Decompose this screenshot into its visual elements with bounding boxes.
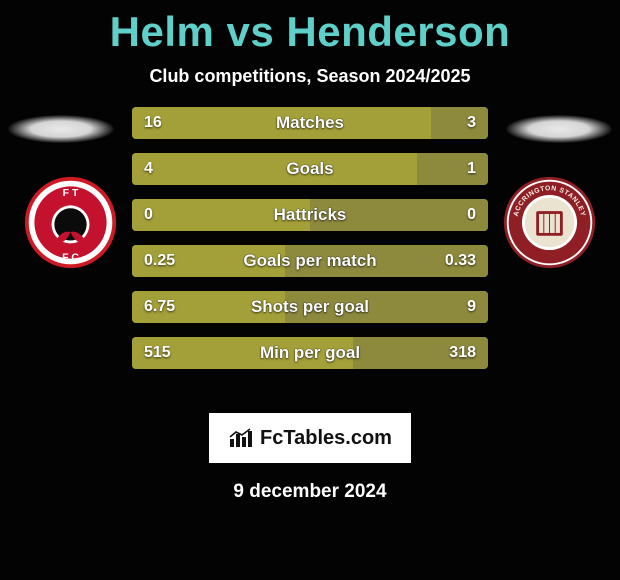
bar-value-right: 318	[437, 337, 488, 369]
stat-row-goals: Goals4 1	[132, 153, 488, 185]
bar-value-left: 4	[132, 153, 165, 185]
bar-label: Matches	[132, 107, 488, 139]
bar-value-right: 0.33	[433, 245, 488, 277]
stat-row-matches: Matches16 3	[132, 107, 488, 139]
bar-value-left: 16	[132, 107, 174, 139]
date-label: 9 december 2024	[0, 481, 620, 503]
stat-row-hattricks: Hattricks0 0	[132, 199, 488, 231]
bar-label: Hattricks	[132, 199, 488, 231]
bar-value-right: 9	[455, 291, 488, 323]
club-crest-left: F T F C	[23, 175, 118, 270]
subtitle: Club competitions, Season 2024/2025	[0, 66, 620, 87]
bar-value-left: 0	[132, 199, 165, 231]
bar-label: Goals	[132, 153, 488, 185]
bar-value-left: 6.75	[132, 291, 187, 323]
svg-text:F C: F C	[62, 253, 79, 264]
player-shadow-left	[8, 115, 114, 143]
page-title: Helm vs Henderson	[0, 0, 620, 56]
club-crest-right: ACCRINGTON STANLEY	[502, 175, 597, 270]
stat-row-shots-per-goal: Shots per goal6.759	[132, 291, 488, 323]
brand-chart-icon	[228, 427, 254, 449]
bar-value-left: 0.25	[132, 245, 187, 277]
brand-badge: FcTables.com	[209, 413, 411, 463]
bar-value-right: 1	[455, 153, 488, 185]
bar-value-right: 0	[455, 199, 488, 231]
bar-label: Min per goal	[132, 337, 488, 369]
stat-bars: Matches163Goals41Hattricks00Goals per ma…	[132, 107, 488, 383]
svg-text:F T: F T	[63, 188, 79, 199]
comparison-area: F T F C ACCRINGTON STANLEY Matches16 3 Goa…	[0, 107, 620, 407]
bar-value-right: 3	[455, 107, 488, 139]
stat-row-goals-per-match: Goals per match0.250.33	[132, 245, 488, 277]
player-shadow-right	[506, 115, 612, 143]
bar-value-left: 515	[132, 337, 183, 369]
brand-text: FcTables.com	[260, 427, 392, 450]
stat-row-min-per-goal: Min per goal515 318	[132, 337, 488, 369]
